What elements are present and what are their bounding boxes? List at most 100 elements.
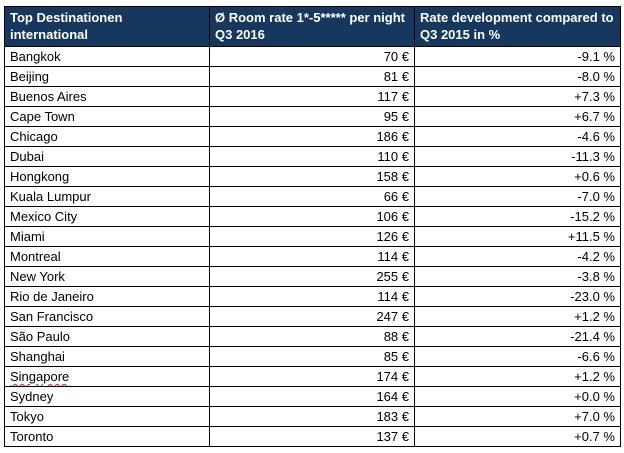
- destination-cell: Kuala Lumpur: [4, 186, 210, 207]
- destination-name: São Paulo: [10, 329, 70, 344]
- rate-change-cell: -9.1 %: [414, 46, 621, 67]
- rate-change-cell: -8.0 %: [414, 66, 621, 87]
- room-rate-cell: 106 €: [209, 206, 415, 227]
- header-rate-development: Rate development compared to Q3 2015 in …: [414, 6, 621, 47]
- rate-change-cell: +0.6 %: [414, 166, 621, 187]
- destination-name: Montreal: [10, 249, 61, 264]
- table-row: Kuala Lumpur 66 € -7.0 %: [4, 186, 621, 207]
- table-row: Rio de Janeiro 114 € -23.0 %: [4, 286, 621, 307]
- room-rate-cell: 247 €: [209, 306, 415, 327]
- rate-change-cell: -6.6 %: [414, 346, 621, 367]
- rate-change-cell: +7.0 %: [414, 406, 621, 427]
- table-row: Dubai 110 € -11.3 %: [4, 146, 621, 167]
- table-row: San Francisco 247 € +1.2 %: [4, 306, 621, 327]
- destination-name: Toronto: [10, 429, 54, 444]
- table-row: Beijing 81 € -8.0 %: [4, 66, 621, 87]
- room-rate-cell: 183 €: [209, 406, 415, 427]
- room-rate-cell: 85 €: [209, 346, 415, 367]
- destination-cell: San Francisco: [4, 306, 210, 327]
- room-rate-cell: 126 €: [209, 226, 415, 247]
- destination-cell: Beijing: [4, 66, 210, 87]
- room-rate-cell: 117 €: [209, 86, 415, 107]
- header-destination: Top Destinationen international: [4, 6, 210, 47]
- rate-change-cell: -4.6 %: [414, 126, 621, 147]
- room-rate-cell: 255 €: [209, 266, 415, 287]
- room-rate-cell: 88 €: [209, 326, 415, 347]
- rate-change-cell: -11.3 %: [414, 146, 621, 167]
- destination-name: Singapore: [10, 369, 70, 384]
- room-rate-table: Top Destinationen international Ø Room r…: [4, 6, 621, 447]
- rate-change-cell: +7.3 %: [414, 86, 621, 107]
- rate-change-cell: +1.2 %: [414, 306, 621, 327]
- room-rate-cell: 174 €: [209, 366, 415, 387]
- table-row: Shanghai 85 € -6.6 %: [4, 346, 621, 367]
- table-row: São Paulo 88 € -21.4 %: [4, 326, 621, 347]
- room-rate-table-container: Top Destinationen international Ø Room r…: [4, 6, 621, 447]
- room-rate-cell: 158 €: [209, 166, 415, 187]
- table-row: Sydney 164 € +0.0 %: [4, 386, 621, 407]
- table-row: Cape Town 95 € +6.7 %: [4, 106, 621, 127]
- rate-change-cell: +11.5 %: [414, 226, 621, 247]
- room-rate-cell: 114 €: [209, 246, 415, 267]
- destination-name: Shanghai: [10, 349, 65, 364]
- room-rate-cell: 95 €: [209, 106, 415, 127]
- rate-change-cell: +6.7 %: [414, 106, 621, 127]
- destination-cell: Shanghai: [4, 346, 210, 367]
- room-rate-cell: 186 €: [209, 126, 415, 147]
- header-room-rate: Ø Room rate 1*-5***** per night Q3 2016: [209, 6, 415, 47]
- room-rate-cell: 137 €: [209, 426, 415, 447]
- room-rate-cell: 114 €: [209, 286, 415, 307]
- table-row: Hongkong 158 € +0.6 %: [4, 166, 621, 187]
- table-row: Singapore 174 € +1.2 %: [4, 366, 621, 387]
- rate-change-cell: -4.2 %: [414, 246, 621, 267]
- destination-name: Dubai: [10, 149, 44, 164]
- destination-name: New York: [10, 269, 65, 284]
- destination-name: Beijing: [10, 69, 50, 84]
- room-rate-cell: 110 €: [209, 146, 415, 167]
- rate-change-cell: -21.4 %: [414, 326, 621, 347]
- table-row: Chicago 186 € -4.6 %: [4, 126, 621, 147]
- rate-change-cell: +0.7 %: [414, 426, 621, 447]
- destination-name: Cape Town: [10, 109, 75, 124]
- room-rate-cell: 81 €: [209, 66, 415, 87]
- table-row: Montreal 114 € -4.2 %: [4, 246, 621, 267]
- destination-name: Mexico City: [10, 209, 78, 224]
- rate-change-cell: -23.0 %: [414, 286, 621, 307]
- table-row: Miami 126 € +11.5 %: [4, 226, 621, 247]
- destination-cell: Dubai: [4, 146, 210, 167]
- destination-name: Buenos Aires: [10, 89, 87, 104]
- destination-cell: Buenos Aires: [4, 86, 210, 107]
- destination-cell: Cape Town: [4, 106, 210, 127]
- destination-cell: São Paulo: [4, 326, 210, 347]
- destination-cell: Mexico City: [4, 206, 210, 227]
- destination-cell: Bangkok: [4, 46, 210, 67]
- destination-name: Tokyo: [10, 409, 44, 424]
- table-row: New York 255 € -3.8 %: [4, 266, 621, 287]
- rate-change-cell: -15.2 %: [414, 206, 621, 227]
- destination-cell: Hongkong: [4, 166, 210, 187]
- rate-change-cell: +1.2 %: [414, 366, 621, 387]
- rate-change-cell: +0.0 %: [414, 386, 621, 407]
- table-body: Bangkok 70 € -9.1 % Beijing 81 € -8.0 % Buenos…: [4, 46, 621, 447]
- destination-cell: Tokyo: [4, 406, 210, 427]
- destination-cell: Singapore: [4, 366, 210, 387]
- destination-cell: Montreal: [4, 246, 210, 267]
- room-rate-cell: 70 €: [209, 46, 415, 67]
- rate-change-cell: -3.8 %: [414, 266, 621, 287]
- destination-cell: Rio de Janeiro: [4, 286, 210, 307]
- destination-name: Kuala Lumpur: [10, 189, 91, 204]
- destination-cell: Sydney: [4, 386, 210, 407]
- destination-name: Chicago: [10, 129, 58, 144]
- destination-name: Sydney: [10, 389, 54, 404]
- destination-cell: Miami: [4, 226, 210, 247]
- destination-cell: Toronto: [4, 426, 210, 447]
- table-row: Bangkok 70 € -9.1 %: [4, 46, 621, 67]
- destination-cell: New York: [4, 266, 210, 287]
- table-row: Toronto 137 € +0.7 %: [4, 426, 621, 447]
- room-rate-cell: 66 €: [209, 186, 415, 207]
- room-rate-cell: 164 €: [209, 386, 415, 407]
- destination-cell: Chicago: [4, 126, 210, 147]
- destination-name: Bangkok: [10, 49, 61, 64]
- destination-name: Hongkong: [10, 169, 70, 184]
- rate-change-cell: -7.0 %: [414, 186, 621, 207]
